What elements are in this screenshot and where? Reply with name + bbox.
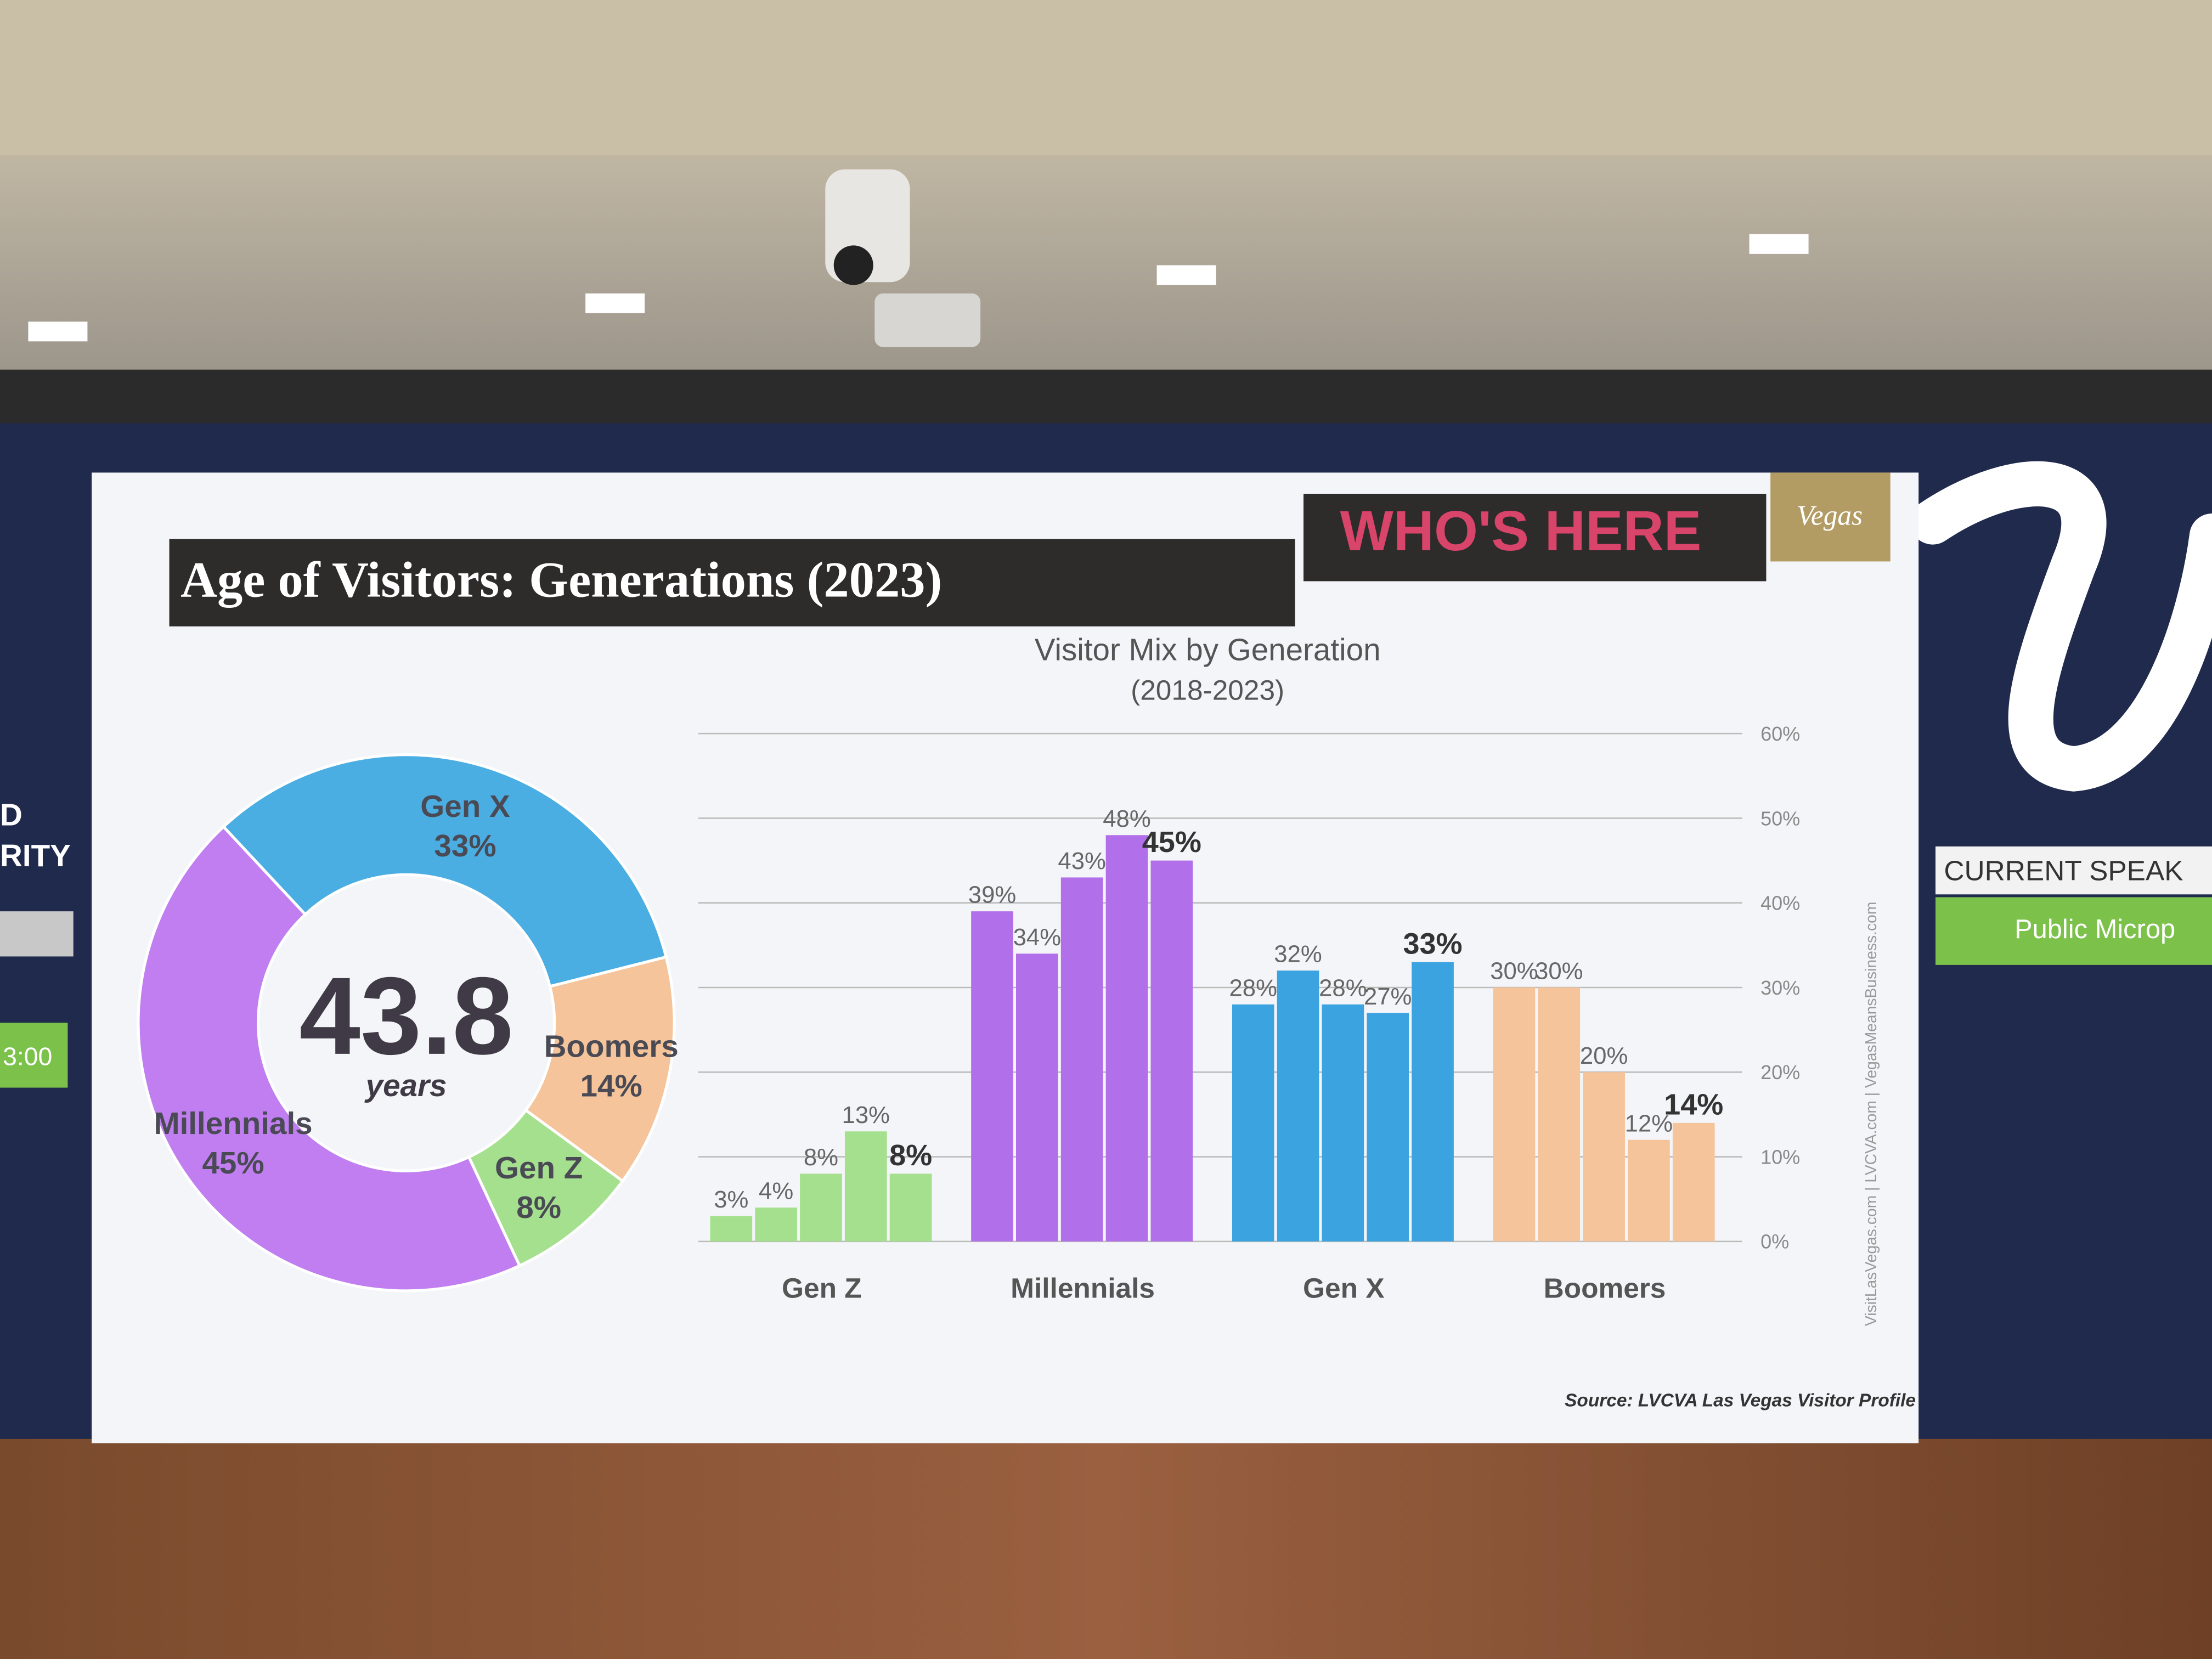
bar bbox=[1277, 970, 1319, 1242]
bar-label: 28% bbox=[1319, 974, 1367, 1001]
logo-box bbox=[1770, 472, 1891, 562]
bar bbox=[755, 1207, 797, 1242]
bar bbox=[889, 1173, 932, 1242]
bar bbox=[1538, 988, 1581, 1242]
banner-box bbox=[1304, 494, 1767, 582]
center-unit: years bbox=[364, 1068, 447, 1103]
bar-label: 20% bbox=[1580, 1042, 1628, 1069]
title-bar bbox=[169, 539, 1295, 627]
mic-button[interactable] bbox=[1936, 897, 2212, 965]
bar-label: 39% bbox=[968, 882, 1016, 909]
logo: Vegas bbox=[1797, 500, 1863, 532]
mic-label[interactable]: Public Microp bbox=[2015, 915, 2175, 944]
bar bbox=[800, 1173, 842, 1242]
bar-label: 48% bbox=[1103, 805, 1150, 832]
chart-title: Visitor Mix by Generation bbox=[1035, 632, 1381, 667]
bar-label: 13% bbox=[842, 1102, 890, 1128]
bar bbox=[1105, 835, 1148, 1242]
bar-label: 3% bbox=[714, 1186, 748, 1213]
y-tick-label: 20% bbox=[1760, 1061, 1800, 1084]
bar-label: 30% bbox=[1535, 958, 1583, 985]
bar bbox=[1583, 1072, 1625, 1242]
vegas-logo-mark bbox=[1910, 461, 2212, 792]
ceiling-light bbox=[1749, 234, 1809, 254]
left-text: D bbox=[0, 797, 22, 832]
x-tick-label: Millennials bbox=[1011, 1272, 1155, 1304]
timer-text: 3:00 bbox=[3, 1042, 52, 1070]
ceiling-light bbox=[1156, 265, 1216, 285]
left-text: RITY bbox=[0, 838, 71, 873]
donut-slice bbox=[523, 955, 676, 1183]
y-tick-label: 40% bbox=[1760, 892, 1800, 915]
bar-label: 45% bbox=[1142, 826, 1201, 859]
bar-label: 32% bbox=[1274, 941, 1322, 968]
ceiling-soffit bbox=[0, 0, 2212, 155]
bar bbox=[1060, 877, 1103, 1242]
slice-name: Millennials bbox=[154, 1106, 312, 1141]
source: Source: LVCVA Las Vegas Visitor Profile bbox=[1565, 1391, 1916, 1411]
bar bbox=[1015, 953, 1058, 1242]
bar bbox=[844, 1131, 887, 1242]
bar bbox=[1493, 988, 1536, 1242]
bar-label: 30% bbox=[1490, 958, 1538, 985]
bar-label: 12% bbox=[1625, 1110, 1673, 1137]
speaker-heading: CURRENT SPEAK bbox=[1944, 855, 2183, 887]
y-tick-label: 10% bbox=[1760, 1146, 1800, 1168]
ceiling-light bbox=[28, 321, 88, 342]
slice-label: 33% bbox=[434, 828, 496, 863]
left-field bbox=[0, 911, 74, 957]
bar bbox=[1367, 1013, 1409, 1242]
speaker-box bbox=[1936, 846, 2212, 895]
slice-name: Gen Z bbox=[495, 1150, 583, 1185]
bar-label: 34% bbox=[1013, 924, 1061, 951]
slice-label: 8% bbox=[516, 1190, 561, 1224]
slice-name: Boomers bbox=[544, 1029, 679, 1064]
slice-name: Gen X bbox=[420, 789, 510, 823]
projector bbox=[874, 293, 981, 347]
bar-label: 14% bbox=[1664, 1088, 1723, 1121]
y-tick-label: 50% bbox=[1760, 807, 1800, 830]
camera-lens bbox=[833, 245, 873, 285]
y-tick-label: 60% bbox=[1760, 723, 1800, 745]
bar-label: 8% bbox=[889, 1139, 932, 1172]
y-tick-label: 30% bbox=[1760, 977, 1800, 999]
bar-label: 28% bbox=[1229, 974, 1277, 1001]
bar-label: 27% bbox=[1364, 983, 1412, 1010]
bar bbox=[1322, 1004, 1364, 1242]
center-value: 43.8 bbox=[299, 954, 513, 1077]
bar bbox=[1412, 962, 1454, 1242]
donut-slice bbox=[137, 825, 522, 1293]
slice-label: 45% bbox=[202, 1146, 264, 1180]
x-tick-label: Gen Z bbox=[782, 1272, 862, 1304]
bar-label: 33% bbox=[1403, 927, 1462, 960]
y-tick-label: 0% bbox=[1760, 1231, 1789, 1253]
side-url: VisitLasVegas.com | LVCVA.com | VegasMea… bbox=[1862, 902, 1880, 1327]
bar-label: 43% bbox=[1058, 848, 1105, 874]
wood-wall bbox=[0, 1438, 2212, 1659]
bar bbox=[710, 1216, 753, 1242]
left-timer bbox=[0, 1023, 68, 1088]
bar bbox=[1232, 1004, 1274, 1242]
slice-label: 14% bbox=[580, 1069, 642, 1103]
ceiling-light bbox=[585, 293, 645, 313]
slide-title: Age of Visitors: Generations (2023) bbox=[180, 552, 942, 608]
donut-slice bbox=[221, 753, 668, 989]
bar-label: 4% bbox=[759, 1178, 793, 1205]
x-tick-label: Gen X bbox=[1303, 1272, 1385, 1304]
x-tick-label: Boomers bbox=[1544, 1272, 1666, 1304]
chart-subtitle: (2018-2023) bbox=[1131, 674, 1284, 706]
bar bbox=[1628, 1139, 1670, 1242]
banner: WHO'S HERE bbox=[1340, 499, 1702, 562]
bar bbox=[971, 911, 1013, 1242]
bar bbox=[1150, 860, 1193, 1242]
bar-label: 8% bbox=[804, 1144, 838, 1171]
bar bbox=[1672, 1122, 1715, 1242]
